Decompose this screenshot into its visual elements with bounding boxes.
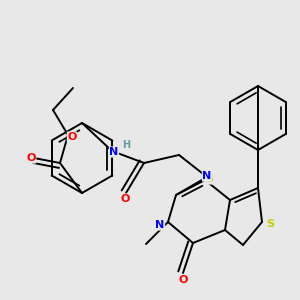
Text: H: H	[122, 140, 130, 150]
Text: O: O	[26, 153, 36, 163]
Text: O: O	[67, 132, 77, 142]
Text: O: O	[120, 194, 130, 204]
Text: N: N	[110, 147, 118, 157]
Text: N: N	[155, 220, 165, 230]
Text: N: N	[202, 171, 211, 181]
Text: O: O	[178, 275, 188, 285]
Text: S: S	[205, 174, 213, 184]
Text: S: S	[266, 219, 274, 229]
